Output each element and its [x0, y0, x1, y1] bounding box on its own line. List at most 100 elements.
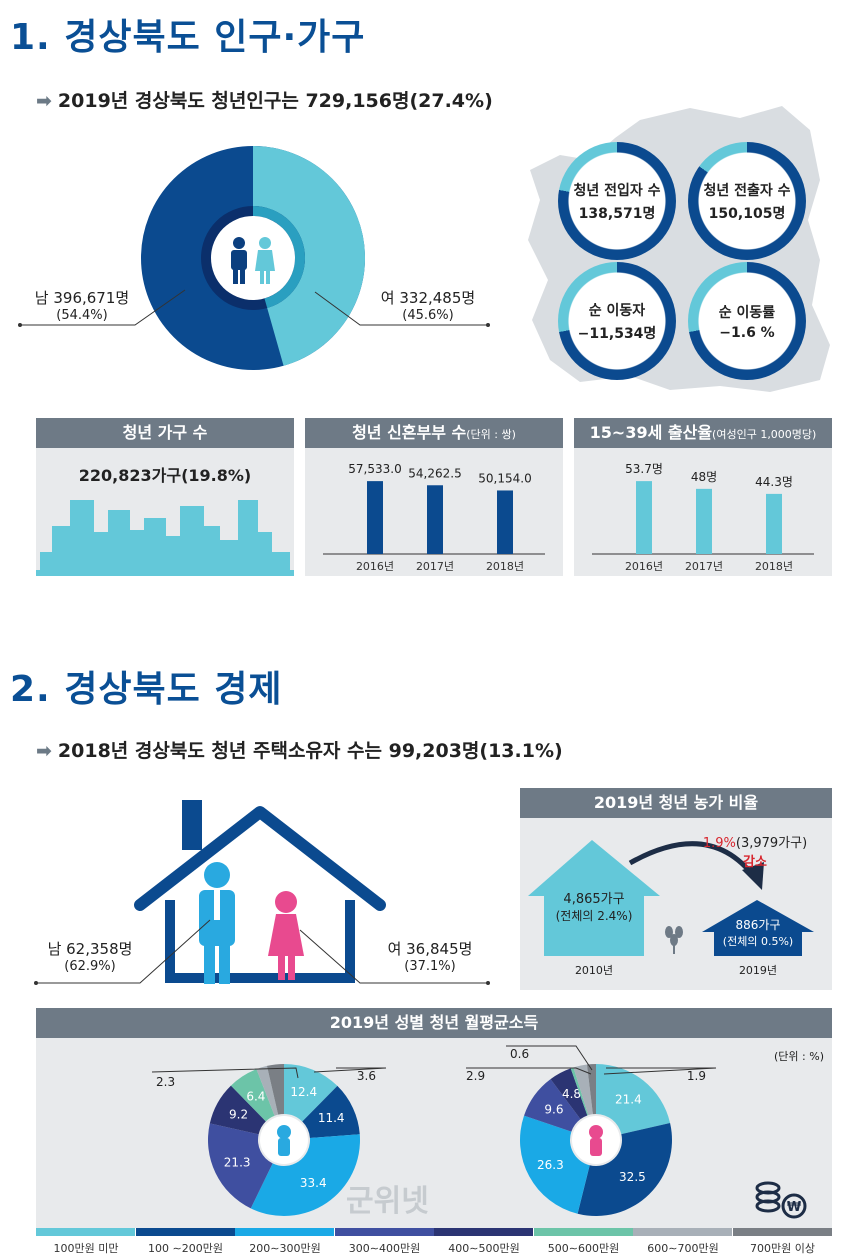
section2-title: 2. 경상북도 경제 — [10, 669, 283, 710]
small-house-icon — [702, 900, 814, 956]
house-male-label: 남 62,358명 (62.9%) — [30, 938, 150, 974]
household-panel: 청년 가구 수 220,823가구(19.8%) — [36, 418, 294, 576]
male-person-icon — [199, 862, 235, 984]
change-count: (3,979가구) — [735, 836, 808, 851]
household-panel-title: 청년 가구 수 — [36, 418, 294, 448]
income-slice-label: 32.5 — [619, 1170, 646, 1184]
arrow-right-icon: ➡ — [36, 740, 52, 762]
house-female-count: 여 36,845명 — [387, 940, 473, 958]
change-pct: 1.9% — [702, 836, 736, 851]
legend-label: 200∼300만원 — [249, 1242, 321, 1255]
income-slice-label: 4.8 — [562, 1087, 581, 1101]
income-slice-label: 6.4 — [246, 1089, 265, 1103]
newlywed-bar-chart: 57,533.0 2016년 54,262.5 2017년 50,154.0 2018년 — [323, 462, 545, 573]
bar-category-label: 2016년 — [625, 560, 663, 573]
income-outer-label: 3.6 — [357, 1069, 376, 1083]
birthrate-bar-chart: 53.7명 2016년 48명 2017년 44.3명 2018년 — [592, 462, 814, 573]
income-unit: (단위 : %) — [774, 1050, 824, 1063]
female-pct: (45.6%) — [402, 308, 454, 323]
migration-value: 150,105명 — [708, 205, 786, 222]
bar-value-label: 54,262.5 — [408, 466, 461, 480]
farm-illustration — [528, 840, 814, 956]
income-slice — [596, 1064, 671, 1135]
male-count: 남 396,671명 — [34, 289, 130, 307]
small-house-count: 886가구 — [735, 918, 781, 932]
section1-title: 1. 경상북도 인구·가구 — [10, 17, 366, 58]
income-outer-label: 2.3 — [156, 1075, 175, 1089]
income-panel: 2019년 성별 청년 월평균소득 (단위 : %) 12.4 11.4 33.4 2… — [36, 1008, 832, 1228]
legend-label: 100 ∼200만원 — [148, 1242, 223, 1255]
income-slice-label: 21.3 — [224, 1156, 251, 1170]
income-panel-title: 2019년 성별 청년 월평균소득 — [36, 1008, 832, 1038]
bar-value-label: 53.7명 — [625, 462, 663, 476]
income-slice — [256, 1065, 279, 1116]
bar — [636, 481, 652, 554]
bar-category-label: 2017년 — [685, 560, 723, 573]
change-word: 감소 — [743, 855, 767, 870]
income-slice-label: 21.4 — [615, 1092, 642, 1106]
income-slice — [570, 1067, 589, 1116]
migration-label: 청년 전입자 수 — [573, 182, 661, 199]
male-person-icon — [231, 237, 247, 284]
newlywed-panel: 청년 신혼부부 수(단위 : 쌍) 57,533.0 2016년 54,262.5 2… — [305, 418, 563, 576]
house-male-pct: (62.9%) — [64, 959, 116, 974]
migration-value: −11,534명 — [577, 325, 657, 342]
house-female-pct: (37.1%) — [404, 959, 456, 974]
change-text: 1.9%(3,979가구) 감소 — [680, 832, 830, 870]
bar — [696, 488, 712, 554]
legend-swatch — [334, 1228, 434, 1236]
legend-label: 400∼500만원 — [448, 1242, 520, 1255]
income-slice — [520, 1115, 590, 1214]
birthrate-panel: 15∼39세 출산율(여성인구 1,000명당) 53.7명 2016년 48명 20… — [574, 418, 832, 576]
migration-circle-2: 순 이동자 −11,534명 — [558, 262, 676, 380]
section2-subtitle: ➡ 2018년 경상북도 청년 주택소유자 수는 99,203명(13.1%) — [36, 736, 563, 763]
bar — [427, 485, 443, 554]
legend-label: 500∼600만원 — [547, 1242, 620, 1255]
legend-swatch — [533, 1228, 633, 1236]
income-slice — [577, 1122, 672, 1216]
small-house-share: (전체의 0.5%) — [722, 935, 794, 948]
income-outer-label: 0.6 — [510, 1047, 529, 1061]
income-slice — [302, 1085, 360, 1139]
birthrate-title-text: 15∼39세 출산율 — [589, 423, 713, 442]
city-skyline-icon — [36, 500, 294, 576]
bar-category-label: 2016년 — [356, 560, 394, 573]
income-leader-line — [506, 1045, 593, 1071]
income-slice-label: 33.4 — [300, 1176, 327, 1190]
migration-circle-3: 순 이동률 −1.6 % — [688, 262, 806, 380]
big-house-share: (전체의 2.4%) — [555, 909, 633, 923]
income-outer-label: 1.9 — [687, 1069, 706, 1083]
income-slice — [208, 1123, 273, 1209]
watermark-logo: 군위넷 — [346, 1176, 429, 1220]
newlywed-panel-title: 청년 신혼부부 수(단위 : 쌍) — [305, 418, 563, 448]
legend-swatch — [434, 1228, 533, 1236]
bar — [367, 481, 383, 554]
donut-female-slice — [253, 146, 366, 366]
income-leader-line — [466, 1067, 592, 1075]
household-value: 220,823가구(19.8%) — [78, 466, 252, 485]
gender-donut-chart — [141, 146, 366, 370]
bar-value-label: 48명 — [691, 470, 717, 484]
farm-panel-title: 2019년 청년 농가 비율 — [520, 788, 832, 818]
income-slice — [230, 1069, 275, 1122]
bar-category-label: 2018년 — [486, 560, 524, 573]
migration-value: −1.6 % — [719, 324, 775, 341]
income-slice-label: 9.2 — [229, 1108, 248, 1122]
income-slice — [284, 1064, 338, 1122]
farm-panel: 2019년 청년 농가 비율 4,865가구 (전체의 2.4%) 2010년 … — [520, 788, 832, 990]
big-house-count: 4,865가구 — [563, 892, 625, 907]
small-year: 2019년 — [738, 964, 778, 977]
legend-label: 100만원 미만 — [53, 1242, 119, 1255]
income-slice — [550, 1068, 588, 1120]
bar — [497, 490, 513, 554]
arrow-right-icon: ➡ — [36, 90, 52, 112]
legend-swatch — [732, 1228, 832, 1236]
bar-value-label: 44.3명 — [755, 475, 793, 489]
female-label: 여 332,485명 (45.6%) — [368, 287, 488, 323]
legend-swatch — [135, 1228, 235, 1236]
big-house-icon — [528, 840, 660, 956]
female-person-icon — [589, 1125, 603, 1139]
income-slice — [524, 1079, 581, 1132]
section1-subtitle-text: 2019년 경상북도 청년인구는 729,156명(27.4%) — [57, 90, 493, 112]
birthrate-panel-title: 15∼39세 출산율(여성인구 1,000명당) — [574, 418, 832, 448]
